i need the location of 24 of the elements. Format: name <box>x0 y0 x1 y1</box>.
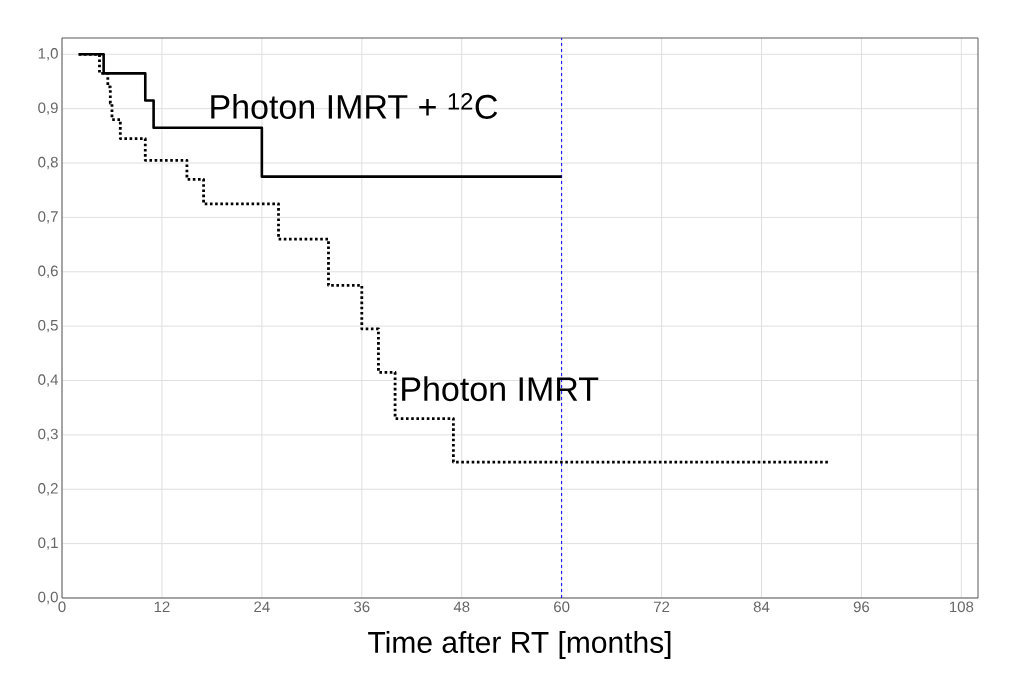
x-tick-label: 84 <box>753 601 770 613</box>
y-tick-label: 0,7 <box>38 211 58 224</box>
y-tick-label: 0,0 <box>38 591 58 605</box>
x-tick-label: 48 <box>453 601 470 613</box>
x-tick-label: 24 <box>254 601 270 612</box>
x-tick-label: 108 <box>949 601 974 613</box>
x-tick-label: 36 <box>354 601 370 613</box>
x-tick-label: 72 <box>653 601 670 612</box>
series-label: Photon IMRT + $^{12}$C <box>211 92 498 119</box>
y-tick-label: 0,9 <box>38 102 58 115</box>
x-axis-title: Time after RT [months] <box>368 631 671 659</box>
y-tick-label: 0,3 <box>38 428 58 442</box>
x-tick-label: 96 <box>853 601 870 613</box>
y-tick-label: 1,0 <box>38 48 58 61</box>
series-label: Photon IMRT <box>402 376 599 402</box>
y-tick-label: 0,5 <box>38 319 58 333</box>
x-tick-label: 12 <box>154 601 170 612</box>
x-tick-label: 0 <box>58 601 66 613</box>
x-tick-label: 60 <box>554 601 570 613</box>
y-tick-label: 0,1 <box>38 537 58 550</box>
y-tick-label: 0,4 <box>38 374 59 387</box>
y-tick-label: 0,2 <box>38 483 58 496</box>
y-tick-label: 0,8 <box>38 156 58 170</box>
y-tick-label: 0,6 <box>38 265 58 278</box>
